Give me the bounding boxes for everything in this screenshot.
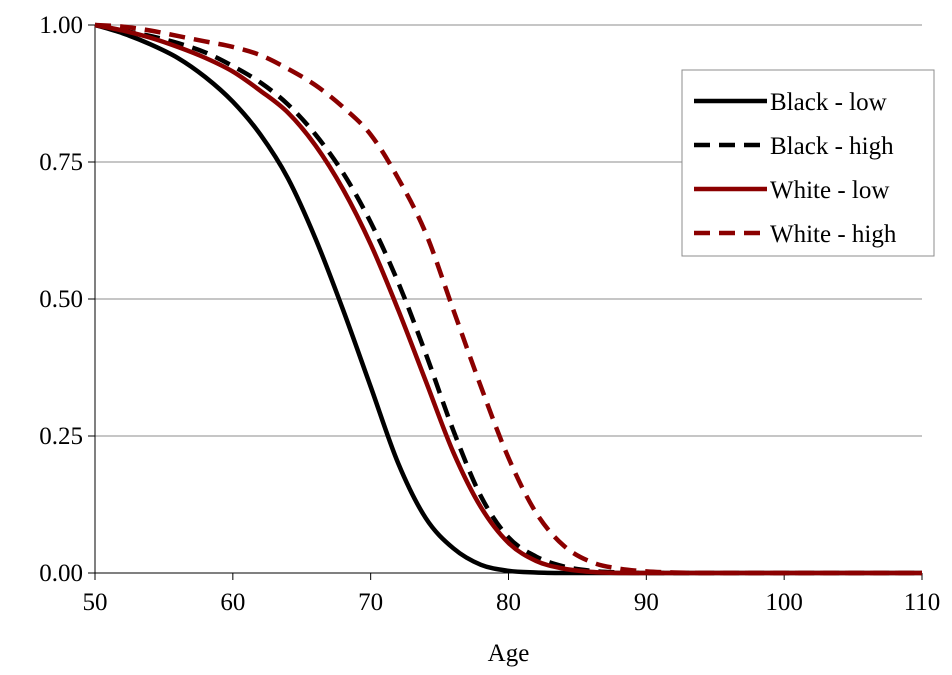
y-tick-label: 0.00 [39,560,83,587]
series-line-black-high [94,22,922,576]
x-tick-label: 90 [634,589,659,616]
grid-lines [95,24,922,437]
y-tick-label: 0.25 [39,423,83,450]
legend-label: Black - high [770,133,894,160]
x-tick-label: 100 [765,589,803,616]
x-tick-label: 60 [220,589,245,616]
legend-label: White - high [770,221,897,248]
x-tick-label: 70 [358,589,383,616]
legend-label: Black - low [770,89,887,116]
y-tick-label: 1.00 [39,12,83,39]
x-axis-title: Age [488,640,530,667]
legend-label: White - low [770,177,889,204]
axes: 0.00 0.25 0.50 0.75 1.00 50 60 70 80 90 100 110 [39,12,940,616]
series-line-white-high [94,22,922,576]
x-tick-label: 50 [83,589,108,616]
y-tick-label: 0.75 [39,149,83,176]
legend: Black - low Black - high White - low White … [681,69,935,257]
y-tick-label: 0.50 [39,286,83,313]
series-group [94,22,922,576]
x-tick-label: 110 [904,589,941,616]
x-tick-label: 80 [496,589,521,616]
